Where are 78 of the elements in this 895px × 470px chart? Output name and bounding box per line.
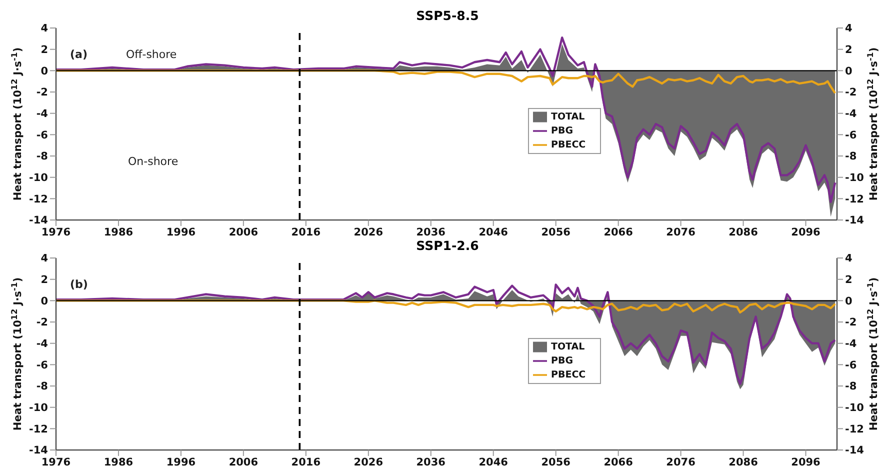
- y2-tick-label: -8: [845, 380, 857, 393]
- y-tick-label: 4: [40, 22, 48, 35]
- x-tick-label: 2046: [478, 226, 508, 238]
- annotation: Off-shore: [126, 48, 177, 61]
- legend-label: PBG: [551, 126, 574, 137]
- chart-title: SSP5-8.5: [415, 8, 480, 23]
- y2-tick-label: -14: [845, 444, 864, 457]
- y-tick-label: -2: [36, 316, 48, 329]
- y2-tick-label: -8: [845, 150, 857, 163]
- y-tick-label: 2: [40, 44, 48, 56]
- x-tick-label: 1986: [104, 226, 134, 238]
- x-tick-label: 2006: [228, 226, 258, 238]
- x-tick-label: 2086: [728, 226, 758, 238]
- y2-tick-label: -10: [845, 402, 864, 414]
- x-tick-label: 2036: [416, 226, 446, 238]
- y-tick-label: -4: [36, 108, 48, 120]
- y2-tick-label: 0: [845, 295, 852, 308]
- y-tick-label: -4: [36, 338, 48, 350]
- y2-tick-label: -10: [845, 172, 864, 184]
- y-tick-label: -14: [29, 214, 48, 227]
- y-tick-label: -8: [36, 380, 48, 393]
- y-tick-label: 0: [40, 295, 48, 308]
- y-tick-label: 2: [40, 274, 48, 286]
- legend-label: PBG: [551, 356, 574, 367]
- y-tick-label: -14: [29, 444, 48, 457]
- legend-label: PBECC: [551, 140, 586, 151]
- x-tick-label: 2026: [354, 226, 384, 238]
- y2-tick-label: -4: [845, 108, 857, 120]
- x-tick-label: 2006: [228, 456, 258, 468]
- x-tick-label: 1996: [166, 456, 196, 468]
- x-tick-label: 2036: [416, 456, 446, 468]
- y2-tick-label: -2: [845, 86, 857, 99]
- y-tick-label: 0: [40, 65, 48, 78]
- x-tick-label: 2016: [291, 456, 321, 468]
- x-tick-label: 2096: [791, 456, 820, 468]
- y2-tick-label: 4: [845, 22, 852, 35]
- y-tick-label: -6: [36, 359, 48, 372]
- chart-title: SSP1-2.6: [415, 238, 480, 253]
- y2-tick-label: -4: [845, 338, 857, 350]
- annotation: (a): [70, 48, 88, 61]
- legend-label: TOTAL: [551, 112, 585, 123]
- y-tick-label: -6: [36, 129, 48, 142]
- x-tick-label: 1976: [41, 226, 71, 238]
- y-tick-label: -2: [36, 86, 48, 99]
- annotation: (b): [70, 278, 88, 291]
- x-tick-label: 2096: [791, 226, 820, 238]
- y-tick-label: -8: [36, 150, 48, 163]
- y2-tick-label: 2: [845, 274, 852, 286]
- legend-label: TOTAL: [551, 342, 585, 353]
- x-tick-label: 2076: [666, 226, 696, 238]
- x-tick-label: 2026: [354, 456, 384, 468]
- y2-tick-label: -12: [845, 423, 864, 436]
- y2-tick-label: -14: [845, 214, 864, 227]
- y-tick-label: -10: [29, 172, 48, 184]
- y2-tick-label: 2: [845, 44, 852, 56]
- x-tick-label: 2016: [291, 226, 321, 238]
- x-tick-label: 2046: [478, 456, 508, 468]
- y2-tick-label: -6: [845, 359, 857, 372]
- y2-tick-label: 4: [845, 252, 852, 265]
- x-tick-label: 1996: [166, 226, 196, 238]
- y-tick-label: -10: [29, 402, 48, 414]
- x-tick-label: 2056: [541, 456, 570, 468]
- x-tick-label: 2076: [666, 456, 696, 468]
- annotation: On-shore: [128, 155, 178, 168]
- x-tick-label: 1976: [41, 456, 71, 468]
- y2-tick-label: 0: [845, 65, 852, 78]
- x-tick-label: 1986: [104, 456, 134, 468]
- x-tick-label: 2086: [728, 456, 758, 468]
- x-tick-label: 2056: [541, 226, 570, 238]
- legend-label: PBECC: [551, 370, 586, 381]
- y2-tick-label: -2: [845, 316, 857, 329]
- y-tick-label: -12: [29, 193, 48, 206]
- y2-tick-label: -6: [845, 129, 857, 142]
- y-tick-label: -12: [29, 423, 48, 436]
- x-tick-label: 2066: [604, 456, 633, 468]
- y2-tick-label: -12: [845, 193, 864, 206]
- x-tick-label: 2066: [604, 226, 633, 238]
- y-tick-label: 4: [40, 252, 48, 265]
